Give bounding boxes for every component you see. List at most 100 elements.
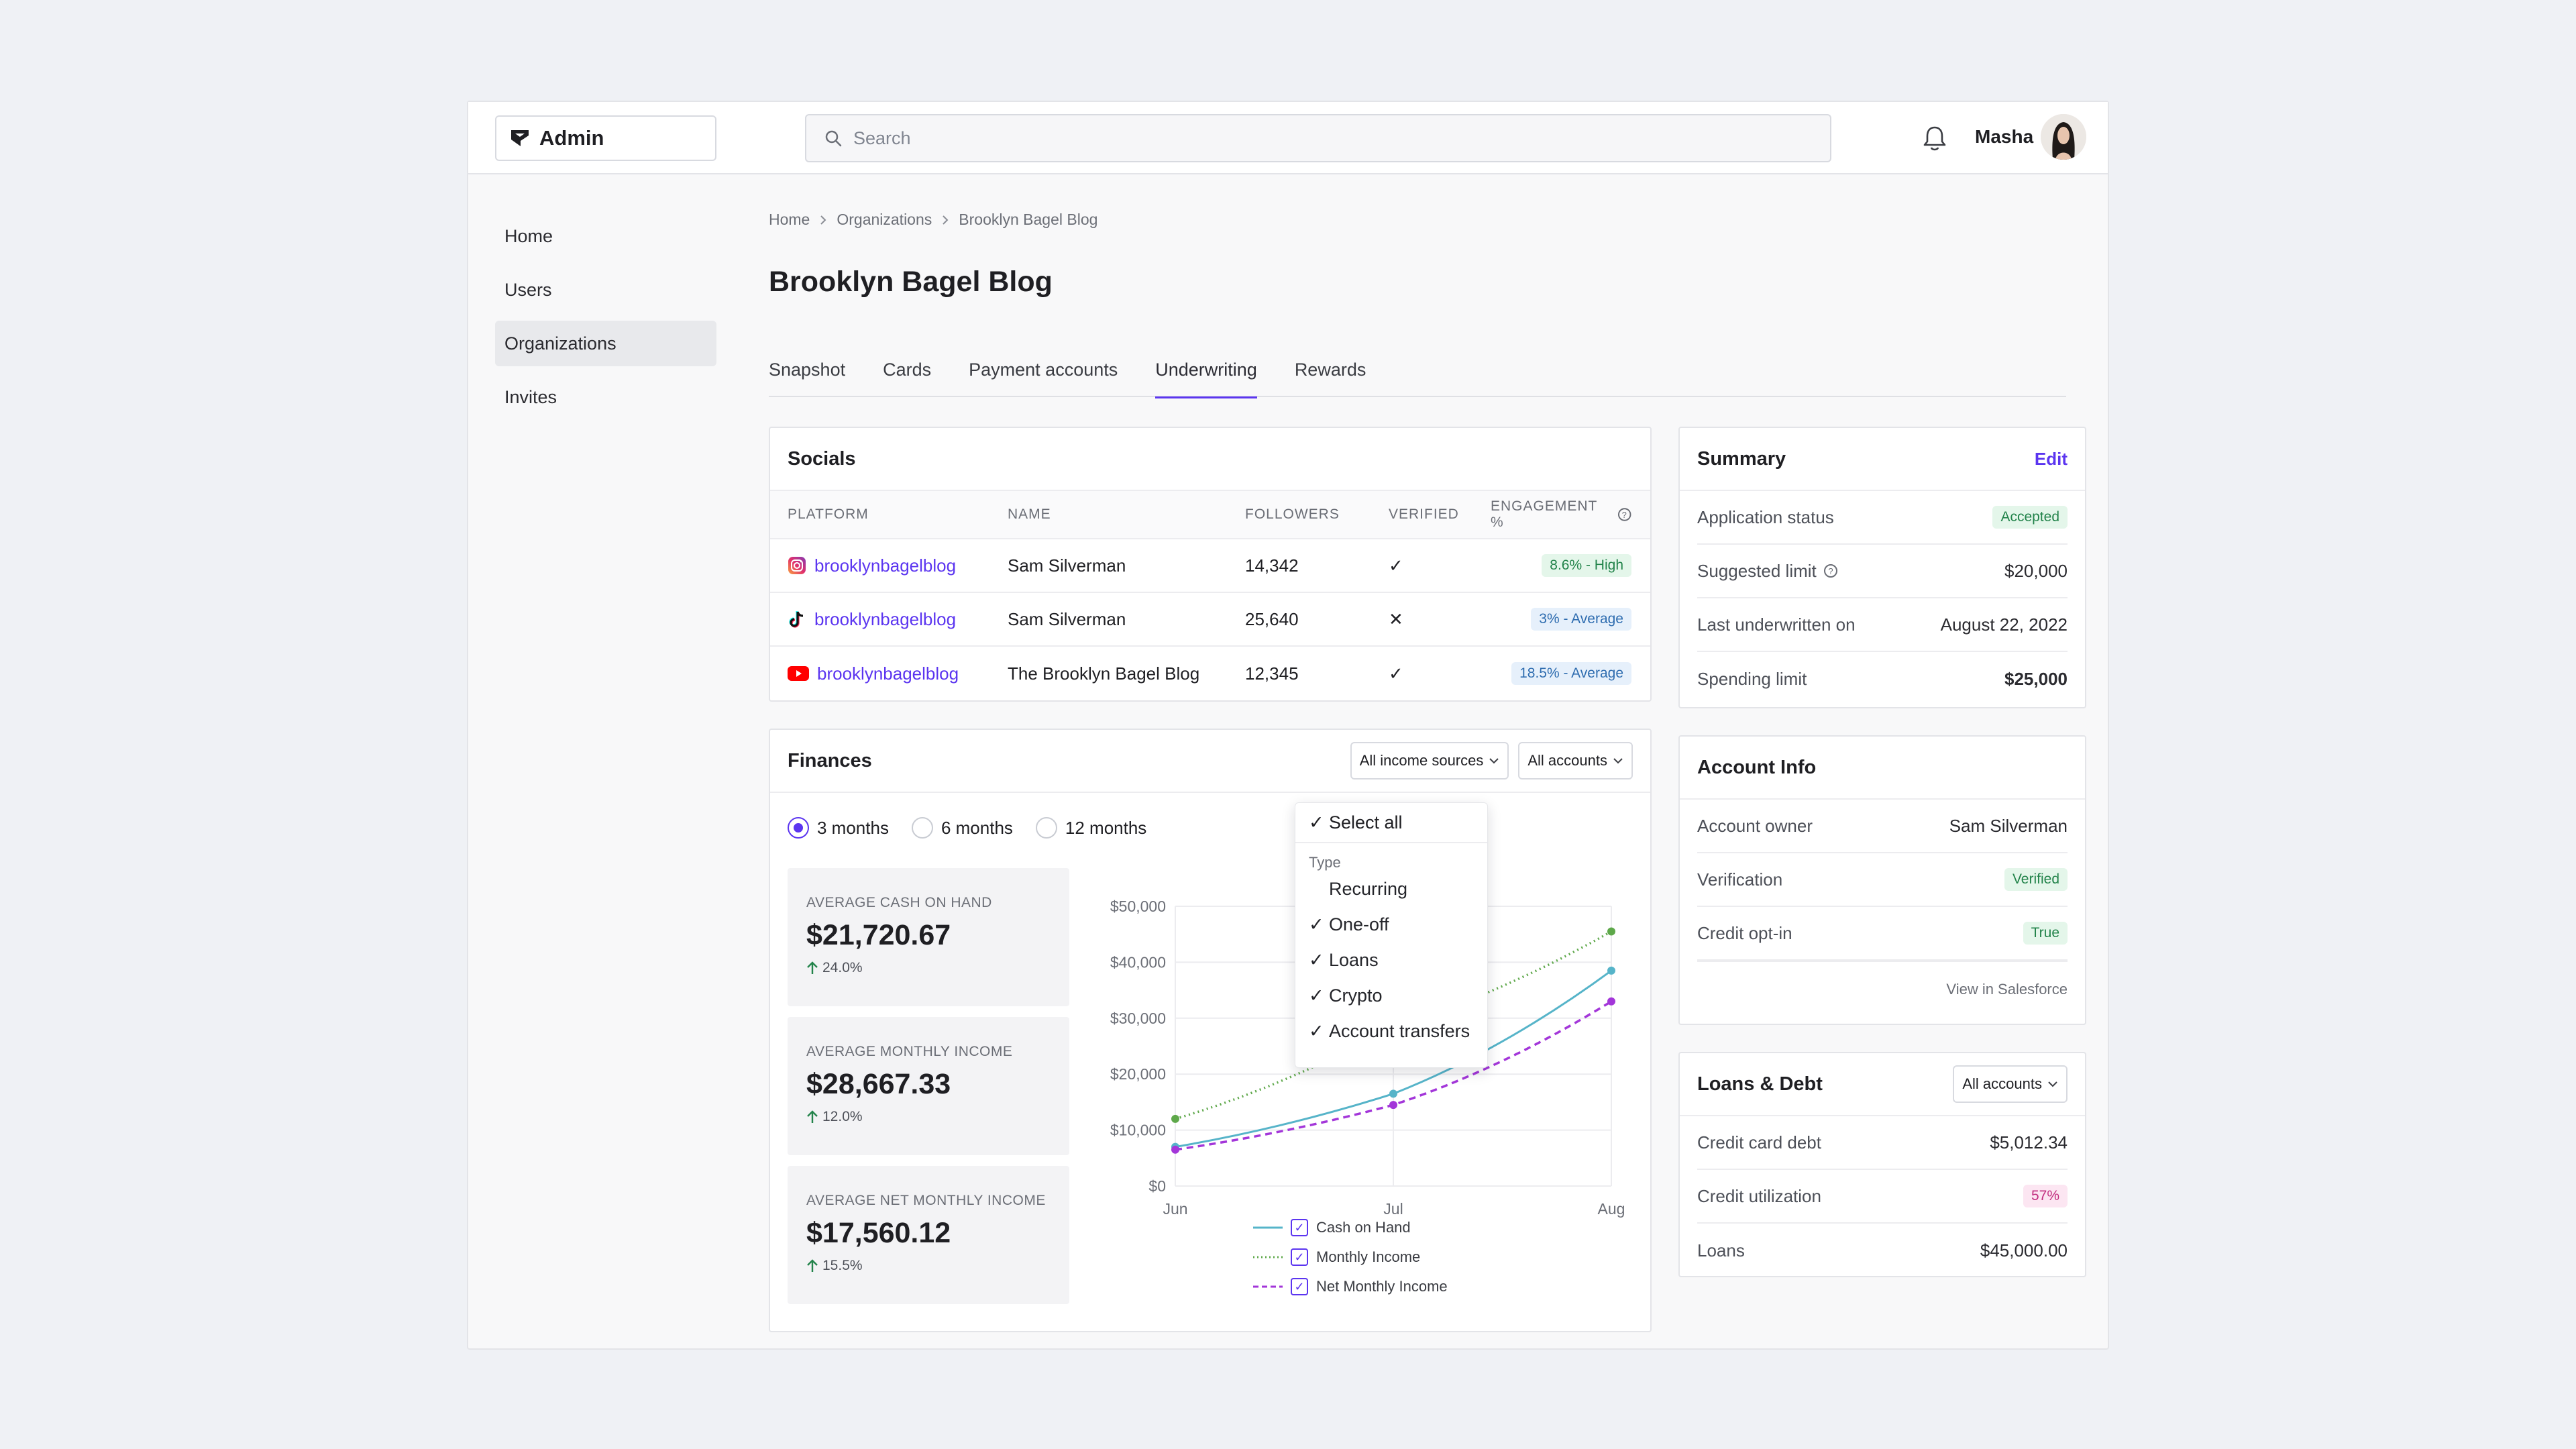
legend-checkbox[interactable]: ✓: [1291, 1248, 1308, 1266]
account-row: Verification Verified: [1697, 853, 2068, 907]
sidebar-item-users[interactable]: Users: [504, 279, 552, 300]
legend-item[interactable]: ✓ Monthly Income: [1253, 1242, 1448, 1272]
radio-3-months[interactable]: 3 months: [788, 817, 889, 839]
breadcrumb: Home Organizations Brooklyn Bagel Blog: [769, 211, 1097, 229]
breadcrumb-current: Brooklyn Bagel Blog: [959, 211, 1098, 228]
account-info-title: Account Info: [1697, 756, 1817, 778]
loans-accounts-select[interactable]: All accounts: [1953, 1065, 2068, 1103]
sidebar-item-invites[interactable]: Invites: [504, 386, 557, 407]
info-icon[interactable]: ?: [1617, 507, 1631, 522]
salesforce-link[interactable]: View in Salesforce: [1697, 961, 2068, 1017]
radio-label: 6 months: [941, 817, 1013, 838]
row-label: Account owner: [1697, 815, 1813, 836]
sidebar-item-home[interactable]: Home: [504, 225, 553, 246]
y-tick-label: $0: [1148, 1177, 1166, 1195]
metric-value: $17,560.12: [806, 1217, 951, 1249]
dropdown-item-loans[interactable]: ✓ Loans: [1295, 943, 1487, 978]
name-cell: Sam Silverman: [1008, 555, 1126, 576]
dropdown-item-label: One-off: [1329, 914, 1389, 934]
dropdown-item-one-off[interactable]: ✓ One-off: [1295, 907, 1487, 943]
legend-checkbox[interactable]: ✓: [1291, 1278, 1308, 1295]
legend-item[interactable]: ✓ Net Monthly Income: [1253, 1272, 1448, 1301]
row-value: $5,012.34: [1990, 1132, 2068, 1152]
data-point: [1607, 997, 1615, 1006]
socials-table-header: PLATFORM NAME FOLLOWERS VERIFIED ENGAGEM…: [770, 491, 1650, 539]
dropdown-item-label: Account transfers: [1329, 1021, 1470, 1041]
data-point: [1171, 1145, 1179, 1154]
x-tick-label: Jun: [1163, 1200, 1187, 1218]
y-tick-label: $10,000: [1110, 1122, 1166, 1139]
radio-12-months[interactable]: 12 months: [1035, 817, 1146, 839]
followers-cell: 12,345: [1245, 663, 1299, 684]
finances-title: Finances: [788, 749, 872, 771]
socials-header: Socials: [770, 428, 1650, 491]
search-input[interactable]: [853, 127, 1792, 149]
platform-handle-link[interactable]: brooklynbagelblog: [817, 663, 959, 684]
platform-cell: brooklynbagelblog: [788, 663, 1008, 684]
tab-snapshot[interactable]: Snapshot: [769, 360, 846, 380]
breadcrumb-organizations[interactable]: Organizations: [837, 211, 932, 228]
platform-handle-link[interactable]: brooklynbagelblog: [814, 608, 957, 629]
dropdown-select-all[interactable]: ✓ Select all: [1295, 803, 1487, 843]
accounts-select[interactable]: All accounts: [1518, 742, 1633, 780]
followers-cell: 14,342: [1245, 555, 1299, 576]
dropdown-item-crypto[interactable]: ✓ Crypto: [1295, 978, 1487, 1014]
app-switcher[interactable]: Admin: [495, 115, 716, 161]
dropdown-item-account-transfers[interactable]: ✓ Account transfers: [1295, 1014, 1487, 1049]
summary-row: Application status Accepted: [1697, 491, 2068, 545]
chevron-down-icon: [2048, 1081, 2057, 1087]
table-row: brooklynbagelblog Sam Silverman 14,342 ✓…: [770, 539, 1650, 593]
dropdown-item-recurring[interactable]: Recurring: [1295, 871, 1487, 907]
radio-indicator[interactable]: [788, 817, 809, 839]
platform-handle-link[interactable]: brooklynbagelblog: [814, 555, 957, 576]
row-label: Credit opt-in: [1697, 922, 1792, 943]
svg-text:?: ?: [1828, 566, 1833, 576]
platform-cell: brooklynbagelblog: [788, 609, 1008, 630]
socials-title: Socials: [788, 447, 856, 470]
tab-underwriting[interactable]: Underwriting: [1155, 357, 1257, 398]
loans-row: Loans $45,000.00: [1697, 1224, 2068, 1277]
summary-title: Summary: [1697, 447, 1786, 470]
col-platform: PLATFORM: [788, 506, 869, 522]
check-icon: ✓: [1309, 950, 1324, 970]
loans-row: Credit card debt $5,012.34: [1697, 1116, 2068, 1170]
info-icon[interactable]: ?: [1823, 564, 1838, 578]
x-tick-label: Aug: [1598, 1200, 1625, 1218]
row-label: Suggested limit: [1697, 560, 1817, 581]
col-verified: VERIFIED: [1389, 506, 1459, 522]
radio-indicator[interactable]: [911, 817, 933, 839]
search-box[interactable]: [805, 114, 1831, 162]
tab-rewards[interactable]: Rewards: [1294, 360, 1366, 380]
metric-value: $21,720.67: [806, 919, 951, 951]
user-name[interactable]: Masha: [1975, 126, 2034, 147]
col-engagement-label: ENGAGEMENT %: [1491, 498, 1597, 530]
app-title: Admin: [539, 126, 604, 150]
edit-link[interactable]: Edit: [2034, 448, 2068, 469]
y-tick-label: $20,000: [1110, 1065, 1166, 1083]
followers-cell: 25,640: [1245, 608, 1299, 629]
radio-6-months[interactable]: 6 months: [911, 817, 1013, 839]
legend-line-solid: [1253, 1226, 1283, 1229]
check-icon: ✓: [1309, 1021, 1324, 1041]
radio-indicator[interactable]: [1035, 817, 1057, 839]
avatar[interactable]: [2041, 114, 2086, 160]
sidebar-item-organizations[interactable]: Organizations: [495, 321, 716, 366]
check-icon: ✓: [1309, 985, 1324, 1006]
bell-icon[interactable]: [1920, 123, 1949, 153]
legend-item[interactable]: ✓ Cash on Hand: [1253, 1213, 1448, 1242]
data-point: [1389, 1101, 1397, 1110]
tab-cards[interactable]: Cards: [883, 360, 932, 380]
tab-payment-accounts[interactable]: Payment accounts: [969, 360, 1118, 380]
legend-checkbox[interactable]: ✓: [1291, 1219, 1308, 1236]
metric-value: $28,667.33: [806, 1068, 951, 1100]
legend-line-dashed: [1253, 1285, 1283, 1288]
verification-badge: Verified: [2004, 868, 2068, 891]
metric-card: AVERAGE NET MONTHLY INCOME $17,560.12 15…: [788, 1166, 1069, 1304]
breadcrumb-home[interactable]: Home: [769, 211, 810, 228]
col-engagement: ENGAGEMENT % ?: [1491, 498, 1631, 531]
engagement-badge: 3% - Average: [1531, 608, 1631, 631]
instagram-icon: [788, 557, 806, 574]
metric-label: AVERAGE CASH ON HAND: [806, 895, 992, 910]
income-sources-select[interactable]: All income sources: [1350, 742, 1509, 780]
finances-header: Finances All income sources All accounts: [770, 730, 1650, 793]
